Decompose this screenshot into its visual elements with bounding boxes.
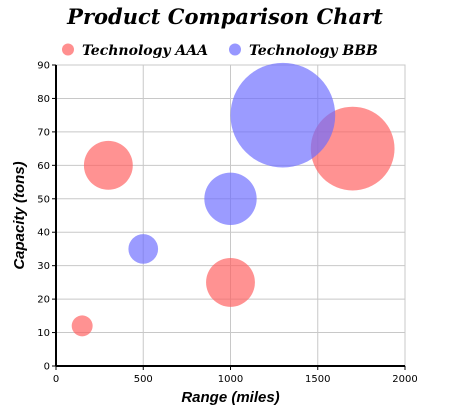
y-tick-label: 40 xyxy=(37,228,50,239)
y-tick-label: 70 xyxy=(37,127,50,138)
y-tick-label: 0 xyxy=(44,362,50,373)
bubble-technology-aaa xyxy=(206,257,255,307)
x-tick-label: 500 xyxy=(134,374,153,385)
y-tick-label: 30 xyxy=(37,261,50,272)
x-tick-label: 0 xyxy=(53,374,59,385)
legend-label-technology-bbb: Technology BBB xyxy=(249,43,378,59)
y-axis-title: Capacity (tons) xyxy=(11,161,28,269)
bubble-technology-bbb xyxy=(128,234,159,264)
x-axis-title: Range (miles) xyxy=(181,389,279,406)
x-tick-label: 1500 xyxy=(305,374,330,385)
legend-marker-technology-bbb xyxy=(229,43,241,56)
axes: 0 500 1000 1500 2000 0 10 20 30 40 50 60 70 80 90 xyxy=(37,61,417,386)
bubble-technology-aaa xyxy=(71,315,93,337)
y-tick-label: 80 xyxy=(37,94,50,105)
bubbles xyxy=(71,62,395,337)
bubble-technology-bbb xyxy=(204,172,257,225)
y-tick-label: 20 xyxy=(37,295,50,306)
bubble-technology-bbb xyxy=(230,62,336,168)
bubble-technology-aaa xyxy=(83,140,133,190)
y-tick-label: 50 xyxy=(37,194,50,205)
y-tick-label: 10 xyxy=(37,328,50,339)
legend-marker-technology-aaa xyxy=(62,43,74,56)
y-tick-label: 60 xyxy=(37,161,50,172)
chart-title: Product Comparison Chart xyxy=(66,4,383,29)
x-tick-label: 1000 xyxy=(218,374,243,385)
x-tick-label: 2000 xyxy=(392,374,417,385)
legend: Technology AAA Technology BBB xyxy=(62,43,378,59)
legend-label-technology-aaa: Technology AAA xyxy=(82,43,208,59)
y-tick-label: 90 xyxy=(37,61,50,72)
